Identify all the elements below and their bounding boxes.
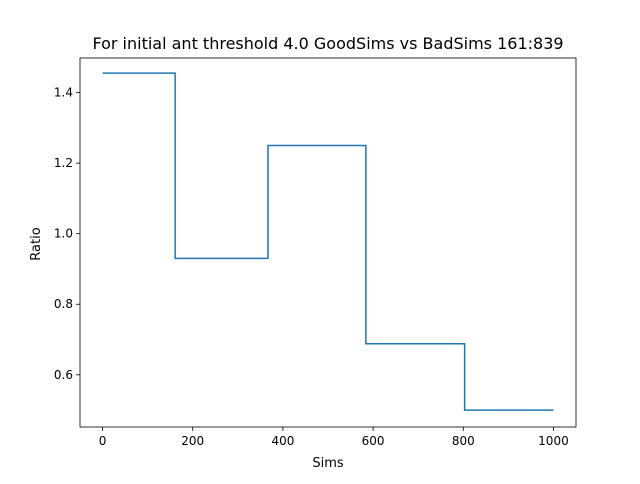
x-tick-label: 800 bbox=[452, 434, 475, 448]
y-axis-label: Ratio bbox=[29, 227, 44, 260]
y-tick-label: 0.6 bbox=[54, 368, 73, 382]
y-tick-label: 0.8 bbox=[54, 297, 73, 311]
chart-title: For initial ant threshold 4.0 GoodSims v… bbox=[92, 34, 563, 53]
x-tick-label: 0 bbox=[99, 434, 107, 448]
series-line-0 bbox=[102, 72, 554, 411]
plot-frame bbox=[79, 57, 577, 428]
x-tick-label: 600 bbox=[362, 434, 385, 448]
y-tick-label: 1.2 bbox=[54, 156, 73, 170]
y-tick-label: 1.0 bbox=[54, 227, 73, 241]
plot-area bbox=[79, 57, 577, 428]
x-axis: 0 200 400 600 800 1000 bbox=[99, 427, 569, 448]
x-tick-label: 200 bbox=[181, 434, 204, 448]
x-tick-label: 1000 bbox=[538, 434, 569, 448]
x-tick-label: 400 bbox=[271, 434, 294, 448]
y-axis: 0.6 0.8 1.0 1.2 1.4 bbox=[54, 86, 80, 382]
x-axis-label: Sims bbox=[312, 456, 344, 471]
y-tick-label: 1.4 bbox=[54, 86, 73, 100]
